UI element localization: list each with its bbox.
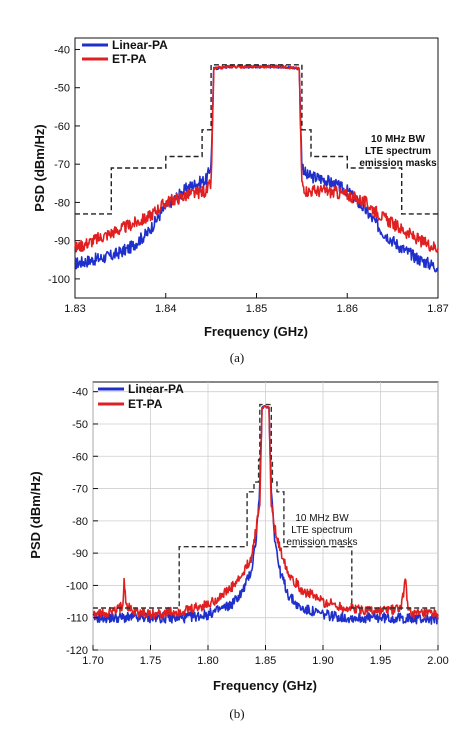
panel-b-y-axis-label: PSD (dBm/Hz) [28, 471, 43, 558]
x-tick-label: 2.00 [427, 655, 448, 667]
legend-label-linear-pa: Linear-PA [128, 382, 184, 396]
x-tick-label: 1.95 [370, 655, 391, 667]
y-tick-label: -60 [72, 451, 88, 463]
annotation-line-2: LTE spectrum [365, 146, 431, 157]
panel-b-caption: (b) [229, 706, 244, 721]
panel-a-caption: (a) [230, 350, 244, 365]
y-tick-label: -40 [54, 44, 70, 56]
legend-label-et-pa: ET-PA [112, 52, 147, 66]
y-tick-label: -50 [54, 83, 70, 95]
y-tick-label: -70 [54, 159, 70, 171]
y-tick-label: -90 [72, 548, 88, 560]
x-tick-label: 1.70 [82, 655, 103, 667]
annotation-line-1: 10 MHz BW [295, 513, 349, 524]
x-tick-label: 1.85 [246, 303, 267, 315]
x-tick-label: 1.83 [64, 303, 85, 315]
y-tick-label: -50 [72, 419, 88, 431]
annotation-line-3: emission masks [359, 158, 437, 169]
legend-label-et-pa: ET-PA [128, 397, 163, 411]
y-tick-label: -80 [72, 516, 88, 528]
x-tick-label: 1.80 [197, 655, 218, 667]
x-tick-label: 1.90 [312, 655, 333, 667]
x-tick-label: 1.86 [337, 303, 358, 315]
y-tick-label: -70 [72, 484, 88, 496]
panel-a-y-axis-label: PSD (dBm/Hz) [32, 124, 47, 211]
panel-a-annotation: 10 MHz BW LTE spectrum emission masks [359, 134, 437, 169]
annotation-line-2: LTE spectrum [291, 525, 353, 536]
y-tick-label: -110 [67, 613, 88, 625]
panel-a-chart: 1.83 1.84 1.85 1.86 1.87 -40 -50 -60 -70 -80 -90 -1… [32, 37, 449, 365]
annotation-line-3: emission masks [286, 537, 357, 548]
y-tick-label: -40 [72, 387, 88, 399]
panel-a-legend: Linear-PA ET-PA [82, 38, 168, 66]
panel-b-legend: Linear-PA ET-PA [98, 382, 184, 411]
y-tick-label: -80 [54, 197, 70, 209]
series-mask-line [93, 403, 438, 609]
y-tick-label: -90 [54, 236, 70, 248]
series-mask-line [75, 64, 438, 215]
y-tick-label: -60 [54, 121, 70, 133]
x-tick-label: 1.87 [427, 303, 448, 315]
series-line-et-pa [92, 405, 439, 620]
x-tick-label: 1.75 [140, 655, 161, 667]
panel-a-x-axis-label: Frequency (GHz) [204, 324, 308, 339]
legend-label-linear-pa: Linear-PA [112, 38, 168, 52]
annotation-line-1: 10 MHz BW [371, 134, 425, 145]
panel-b-x-axis-label: Frequency (GHz) [213, 678, 317, 693]
y-tick-label: -100 [48, 274, 70, 286]
panel-b-annotation: 10 MHz BW LTE spectrum emission masks [286, 513, 357, 548]
panel-b-chart: 1.70 1.75 1.80 1.85 1.90 1.95 2.00 -40 -50 -60 -70… [28, 381, 449, 721]
x-tick-label: 1.84 [155, 303, 176, 315]
series-line-et-pa [74, 64, 439, 254]
y-tick-label: -100 [66, 580, 88, 592]
y-tick-label: -120 [66, 645, 88, 657]
x-tick-label: 1.85 [255, 655, 276, 667]
